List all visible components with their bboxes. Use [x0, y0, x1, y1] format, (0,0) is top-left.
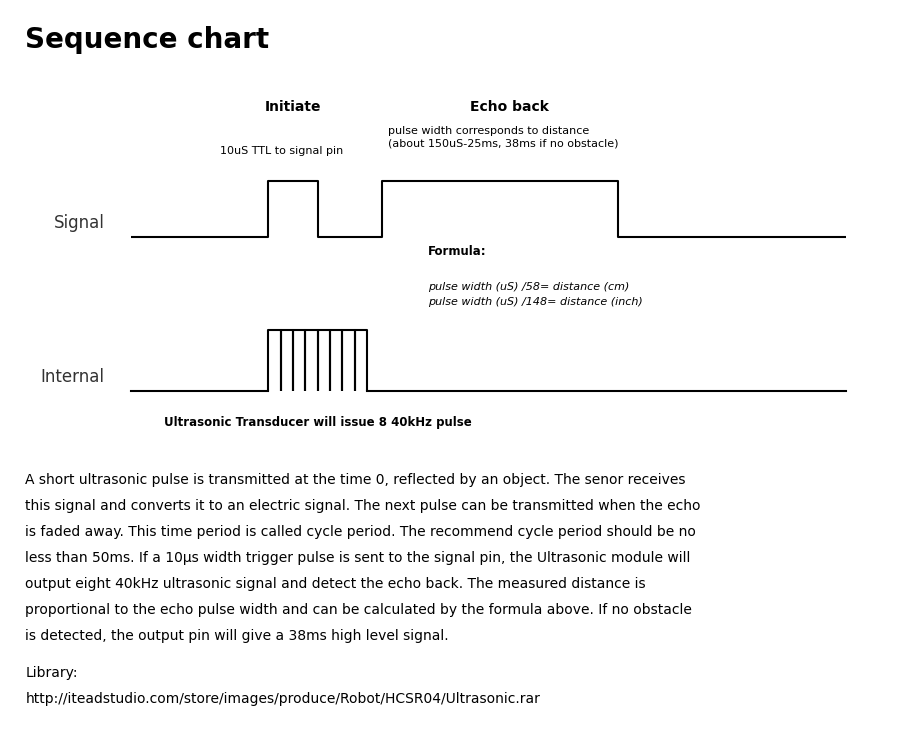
Text: Echo back: Echo back [470, 100, 548, 114]
Text: less than 50ms. If a 10μs width trigger pulse is sent to the signal pin, the Ult: less than 50ms. If a 10μs width trigger … [25, 551, 691, 565]
Text: 10uS TTL to signal pin: 10uS TTL to signal pin [220, 146, 343, 155]
Text: output eight 40kHz ultrasonic signal and detect the echo back. The measured dist: output eight 40kHz ultrasonic signal and… [25, 577, 646, 591]
Text: Library:: Library: [25, 666, 78, 680]
Text: Formula:: Formula: [428, 245, 487, 258]
Text: A short ultrasonic pulse is transmitted at the time 0, reflected by an object. T: A short ultrasonic pulse is transmitted … [25, 472, 686, 487]
Text: Sequence chart: Sequence chart [25, 26, 270, 54]
Text: http://iteadstudio.com/store/images/produce/Robot/HCSR04/Ultrasonic.rar: http://iteadstudio.com/store/images/prod… [25, 692, 540, 706]
Text: Internal: Internal [41, 368, 105, 386]
Text: Signal: Signal [54, 214, 105, 232]
Text: pulse width corresponds to distance
(about 150uS-25ms, 38ms if no obstacle): pulse width corresponds to distance (abo… [388, 126, 619, 149]
Text: Initiate: Initiate [264, 100, 321, 114]
Text: this signal and converts it to an electric signal. The next pulse can be transmi: this signal and converts it to an electr… [25, 498, 700, 513]
Text: proportional to the echo pulse width and can be calculated by the formula above.: proportional to the echo pulse width and… [25, 603, 692, 617]
Text: pulse width (uS) /58= distance (cm)
pulse width (uS) /148= distance (inch): pulse width (uS) /58= distance (cm) puls… [428, 282, 643, 307]
Text: Ultrasonic Transducer will issue 8 40kHz pulse: Ultrasonic Transducer will issue 8 40kHz… [164, 416, 472, 429]
Text: is faded away. This time period is called cycle period. The recommend cycle peri: is faded away. This time period is calle… [25, 525, 696, 539]
Text: is detected, the output pin will give a 38ms high level signal.: is detected, the output pin will give a … [25, 629, 449, 643]
